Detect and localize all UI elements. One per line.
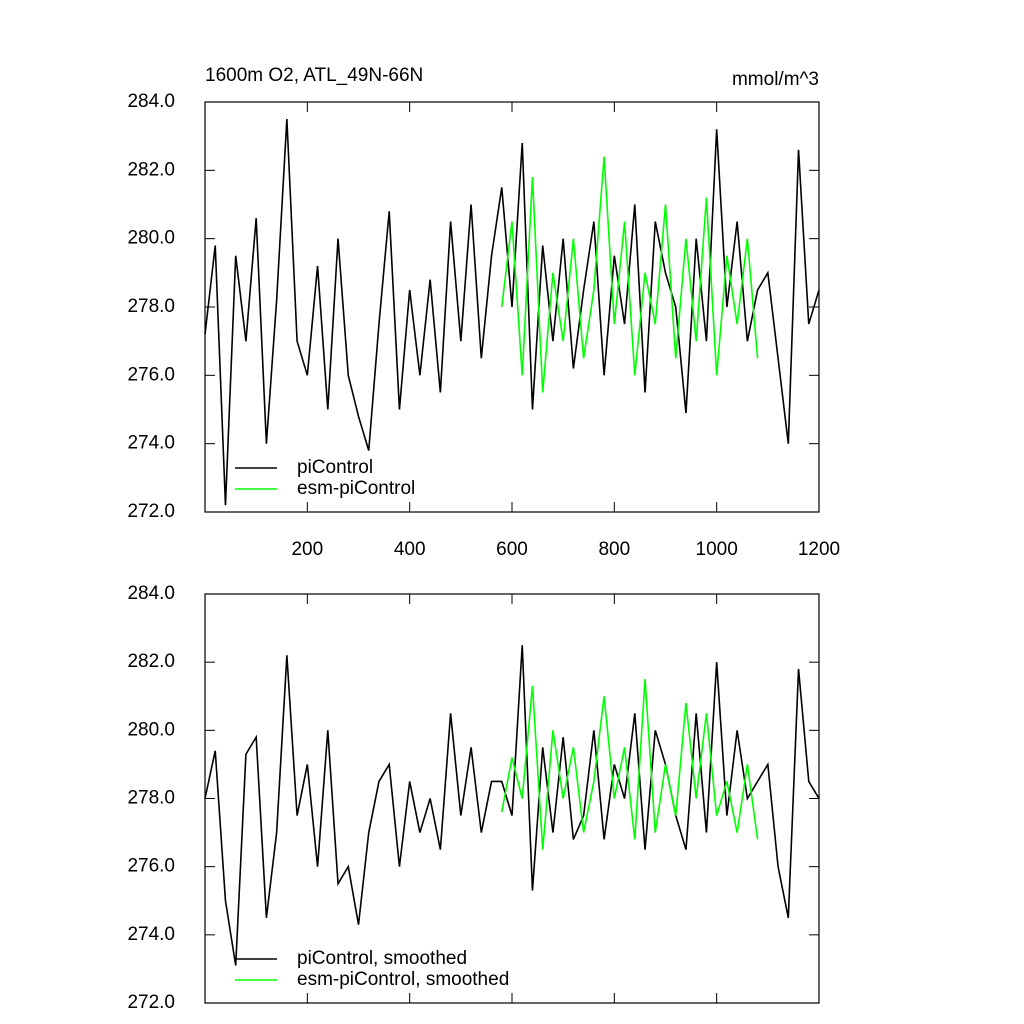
plot-frame: [204, 593, 820, 1004]
y-tick-label: 284.0: [127, 583, 175, 604]
y-tick-label: 282.0: [127, 159, 175, 180]
chart-title: 1600m O2, ATL_49N-66N: [205, 65, 423, 86]
legend-label: esm-piControl: [297, 478, 415, 499]
y-tick-label: 280.0: [127, 228, 175, 249]
y-tick-label: 284.0: [127, 91, 175, 112]
series-line: [204, 119, 820, 506]
x-tick-label: 600: [496, 539, 528, 560]
y-tick-label: 280.0: [127, 719, 175, 740]
series-line: [500, 156, 759, 393]
y-tick-label: 278.0: [127, 296, 175, 317]
y-tick-label: 276.0: [127, 364, 175, 385]
legend-label: piControl, smoothed: [297, 948, 467, 969]
x-tick-label: 1000: [696, 539, 738, 560]
y-tick-label: 274.0: [127, 433, 175, 454]
x-tick-label: 400: [394, 539, 426, 560]
y-tick-label: 282.0: [127, 651, 175, 672]
y-tick-label: 272.0: [127, 992, 175, 1013]
legend-label: piControl: [297, 457, 373, 478]
y-tick-label: 274.0: [127, 924, 175, 945]
x-tick-label: 800: [598, 539, 630, 560]
y-tick-label: 272.0: [127, 501, 175, 522]
x-tick-label: 200: [291, 539, 323, 560]
y-tick-label: 276.0: [127, 856, 175, 877]
series-line: [204, 645, 820, 966]
x-tick-label: 1200: [798, 539, 840, 560]
units-label: mmol/m^3: [732, 69, 819, 90]
legend-label: esm-piControl, smoothed: [297, 969, 509, 990]
y-tick-label: 278.0: [127, 788, 175, 809]
series-line: [500, 679, 759, 850]
